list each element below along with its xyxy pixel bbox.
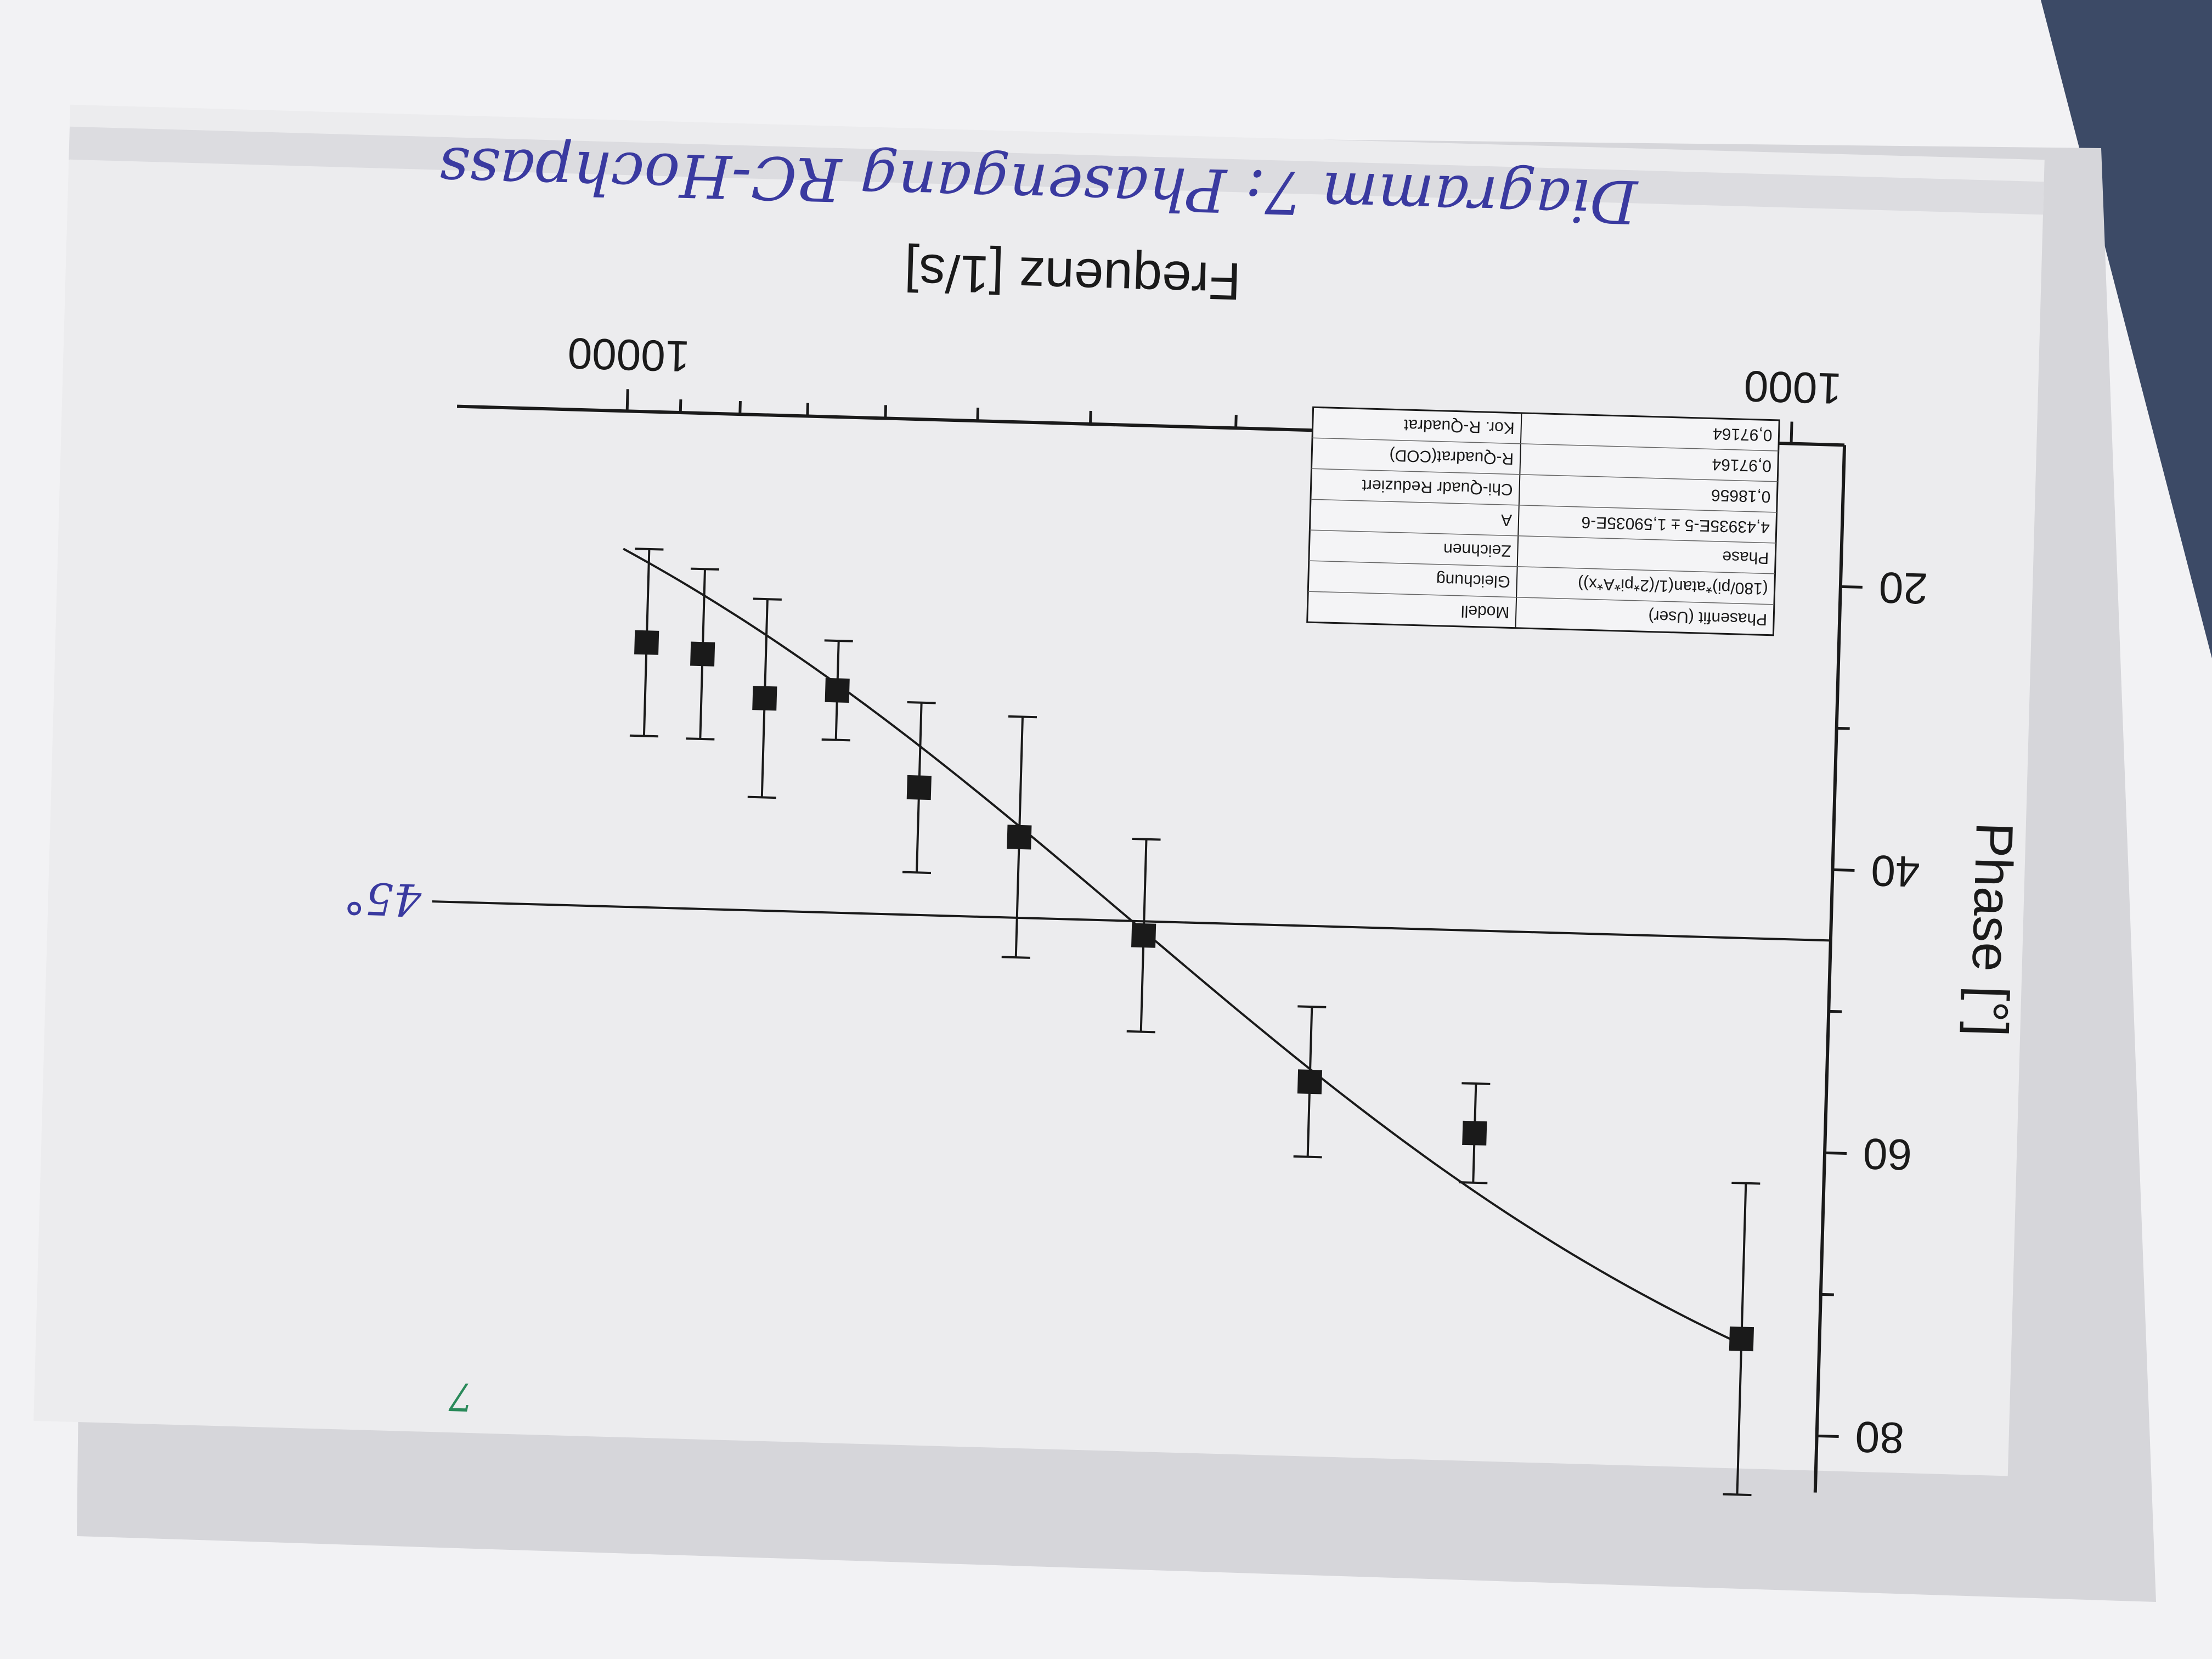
y-minor-tick xyxy=(1836,726,1850,730)
point-marker xyxy=(825,678,850,703)
x-minor-tick xyxy=(738,401,742,415)
y-tick-label: 40 xyxy=(1870,846,1920,896)
point-marker xyxy=(906,775,932,800)
table-value-cell: Phase xyxy=(1722,548,1769,567)
data-point xyxy=(629,548,664,738)
table-value-cell: 0,18656 xyxy=(1711,486,1771,506)
error-cap xyxy=(1459,1181,1488,1184)
x-minor-tick xyxy=(1234,415,1238,428)
y-tick-label: 20 xyxy=(1878,563,1928,613)
error-cap xyxy=(1293,1155,1322,1159)
error-cap xyxy=(1297,1005,1327,1008)
fit-results-table: Phasenfit (User)Modell(180/pi)*atan(1/(2… xyxy=(1306,406,1780,636)
y-tick-label: 60 xyxy=(1863,1129,1912,1179)
x-major-tick xyxy=(1790,421,1793,444)
error-cap xyxy=(824,639,853,642)
x-axis-ticks: 1000 10000 xyxy=(567,329,1842,444)
table-value-cell: 0,97164 xyxy=(1713,425,1773,444)
error-cap xyxy=(907,701,936,704)
data-point xyxy=(747,597,782,799)
y-tick-label: 80 xyxy=(1854,1412,1904,1462)
error-cap xyxy=(1462,1082,1491,1085)
y-minor-tick xyxy=(1820,1293,1834,1296)
point-marker xyxy=(1007,825,1032,850)
data-points xyxy=(629,548,1760,1497)
point-marker xyxy=(690,641,715,667)
x-tick-label: 10000 xyxy=(567,329,691,381)
table-row-divider xyxy=(1311,468,1778,482)
data-point xyxy=(821,639,853,742)
paper-fold xyxy=(69,126,2044,215)
table-value-cell: 0,97164 xyxy=(1712,455,1771,475)
error-cap xyxy=(1723,1493,1752,1497)
point-marker xyxy=(1297,1069,1323,1094)
table-row-divider xyxy=(1312,437,1779,452)
handwritten-margin-mark: 7 xyxy=(448,1374,474,1419)
data-point xyxy=(1126,838,1161,1034)
y-axis-ticks: 20 40 60 80 xyxy=(1816,563,1928,1463)
x-tick-label: 1000 xyxy=(1743,362,1842,413)
y-axis-line xyxy=(1813,445,1847,1493)
error-cap xyxy=(1126,1030,1155,1034)
error-cap xyxy=(1008,715,1037,719)
data-point xyxy=(902,701,936,874)
table-label-cell: R-Quadrat(COD) xyxy=(1389,446,1514,467)
data-point xyxy=(1459,1082,1491,1184)
table-row-divider xyxy=(1310,499,1777,513)
point-marker xyxy=(1131,923,1156,948)
x-major-tick xyxy=(625,389,629,411)
point-marker xyxy=(1729,1326,1754,1352)
data-point xyxy=(1001,715,1037,959)
table-label-cell: A xyxy=(1501,511,1513,529)
table-row-divider xyxy=(1310,529,1776,544)
point-marker xyxy=(752,686,777,711)
table-label-cell: Zeichnen xyxy=(1443,540,1511,560)
error-cap xyxy=(686,737,715,741)
table-column-divider xyxy=(1515,413,1522,628)
table-label-cell: Gleichung xyxy=(1436,571,1510,591)
fit-curve xyxy=(623,548,1742,1346)
x-minor-tick xyxy=(884,405,888,419)
data-point xyxy=(686,567,720,741)
x-axis-title: Frequenz [1/s] xyxy=(904,242,1242,311)
y-axis-title: Phase [°] xyxy=(1959,821,2024,1037)
x-minor-tick xyxy=(679,399,682,413)
point-marker xyxy=(634,630,659,655)
table-label-cell: Modell xyxy=(1461,602,1510,621)
table-value-cell: Phasenfit (User) xyxy=(1648,607,1768,628)
data-point xyxy=(1723,1181,1760,1497)
table-row-divider xyxy=(1308,591,1774,605)
table-row-divider xyxy=(1308,560,1775,574)
handwritten-45-degree-note: 45° xyxy=(343,872,422,926)
y-minor-tick xyxy=(1829,1009,1842,1013)
chart-plot-area: 1000 10000 20 40 60 80 Frequenz [1/s] Phase … xyxy=(432,242,2024,1497)
table-border xyxy=(1306,406,1780,636)
y-major-tick xyxy=(1840,585,1863,589)
error-cap xyxy=(747,795,776,799)
table-label-cell: Kor. R-Quadrat xyxy=(1403,416,1515,437)
table-label-cell: Chi-Quadr Reduziert xyxy=(1361,476,1513,499)
data-point xyxy=(1293,1005,1327,1159)
point-marker xyxy=(1462,1120,1487,1146)
error-cap xyxy=(902,871,932,874)
